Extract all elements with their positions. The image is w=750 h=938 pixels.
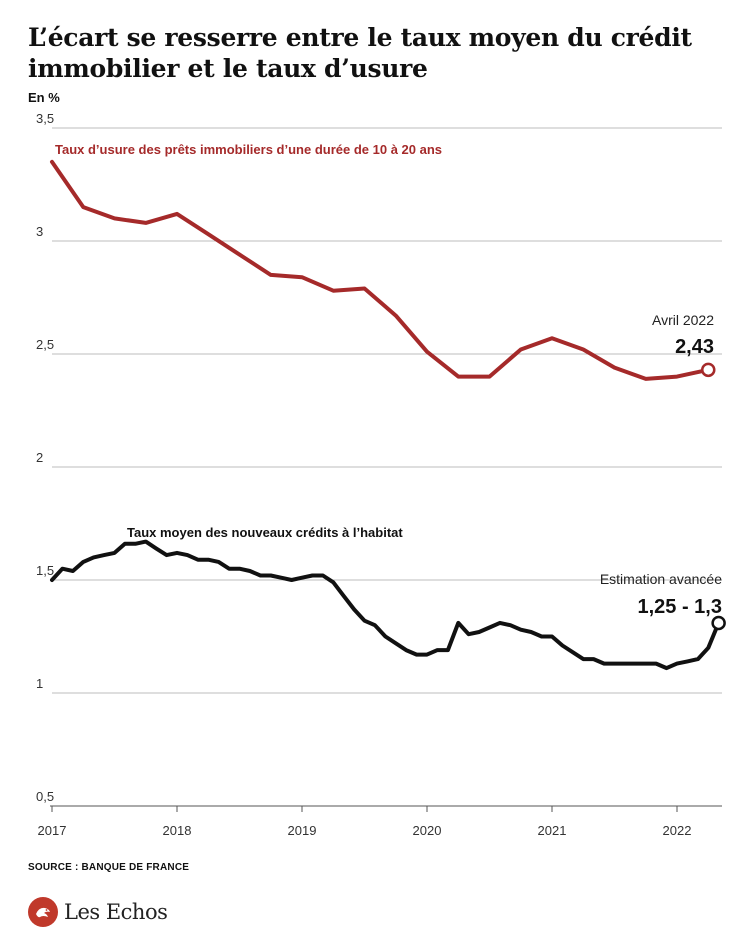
y-tick-label: 1,5 <box>36 563 54 578</box>
source-note: SOURCE : BANQUE DE FRANCE <box>28 862 190 873</box>
series-line-1 <box>50 539 721 671</box>
y-tick-label: 3 <box>36 224 43 239</box>
unit-label: En % <box>28 90 60 105</box>
chart-title: L’écart se resserre entre le taux moyen … <box>28 23 692 83</box>
logo-text: Les Echos <box>64 900 168 924</box>
annotation-value-moyen: 1,25 - 1,3 <box>637 596 722 618</box>
y-tick-label: 1 <box>36 676 43 691</box>
axis-layer: 0,5 1 1,5 2 2,5 3 3,5 2017 2018 2019 2020 2021 2022 <box>36 111 722 838</box>
x-tick-label: 2019 <box>288 823 317 838</box>
x-tick-label: 2022 <box>663 823 692 838</box>
annotation-value-usure: 2,43 <box>675 336 714 358</box>
label-layer: Taux d’usure des prêts immobiliers d’une… <box>55 142 722 618</box>
series-layer <box>50 159 726 671</box>
y-tick-label: 3,5 <box>36 111 54 126</box>
series-line-0 <box>50 159 711 381</box>
y-tick-label: 2,5 <box>36 337 54 352</box>
y-tick-label: 2 <box>36 450 43 465</box>
les-echos-logo: Les Echos <box>28 897 168 927</box>
annotation-date: Avril 2022 <box>652 312 714 328</box>
x-tick-label: 2021 <box>538 823 567 838</box>
series-end-marker-1 <box>711 615 726 631</box>
y-tick-label: 0,5 <box>36 789 54 804</box>
x-tick-label: 2017 <box>38 823 67 838</box>
series-label-moyen: Taux moyen des nouveaux crédits à l’habi… <box>127 525 403 540</box>
x-tick-label: 2020 <box>413 823 442 838</box>
grid-layer <box>52 127 722 807</box>
annotation-estimate: Estimation avancée <box>600 571 722 587</box>
series-end-marker-0 <box>701 362 716 378</box>
les-echos-logo-icon <box>28 897 58 927</box>
x-tick-label: 2018 <box>163 823 192 838</box>
series-label-usure: Taux d’usure des prêts immobiliers d’une… <box>55 142 442 157</box>
